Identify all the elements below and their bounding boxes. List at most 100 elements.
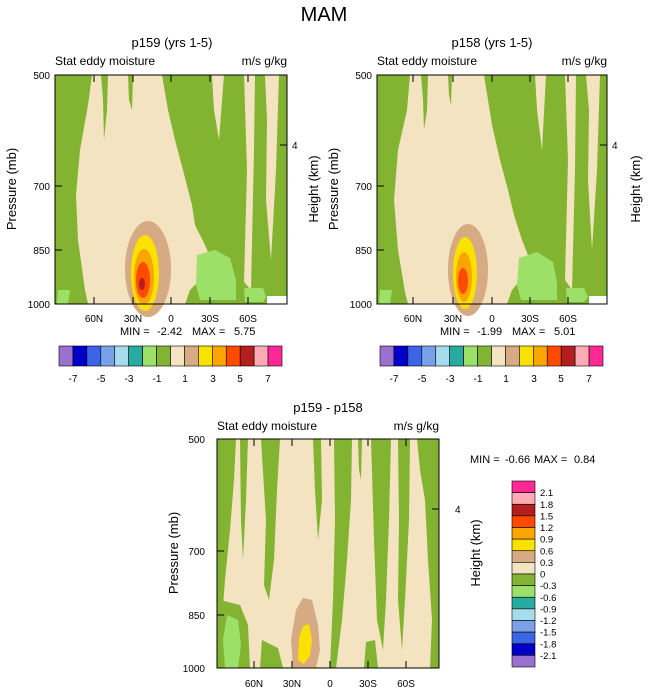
colorbar-swatch [511, 492, 536, 505]
colorbar-swatch [511, 515, 536, 528]
contour-level-5 [139, 278, 145, 290]
colorbar-tick-label: -7 [69, 374, 78, 385]
colorbar-tick-label: 3 [210, 374, 216, 385]
colorbar-tick-label: -3 [446, 374, 455, 385]
x-tick-label: 60S [397, 679, 415, 690]
colorbar-swatch [505, 345, 520, 367]
colorbar-tick-label: -1 [153, 374, 162, 385]
contour-neutral-tongue [586, 75, 600, 250]
colorbar-tick-label: 3 [531, 374, 537, 385]
contour-level-4 [458, 268, 468, 294]
min-value: -1.99 [477, 326, 502, 338]
x-tick-label: 60S [559, 314, 577, 325]
contour-neg-band [377, 75, 410, 304]
colorbar-swatch [533, 345, 548, 367]
contour-neg-light [223, 615, 241, 668]
y-axis-label: Pressure (mb) [166, 512, 181, 594]
y-axis-label-right: Height (km) [468, 519, 483, 586]
contour-neutral-tongue [212, 75, 224, 140]
colorbar-tick-label: -7 [390, 374, 399, 385]
colorbar-swatch [393, 345, 409, 367]
y-tick-label: 700 [355, 182, 372, 193]
y-tick-label: 1000 [350, 300, 373, 311]
panel-title: p158 (yrs 1-5) [452, 35, 533, 50]
max-label: MAX = [512, 326, 545, 338]
y-tick-label-right: 4 [455, 505, 461, 516]
y-axis-ticks [55, 74, 287, 305]
colorbar-tick-label: -5 [97, 374, 106, 385]
contour-neg-band [101, 75, 108, 140]
units-label: m/s g/kg [394, 419, 439, 433]
colorbar-level-label: -0.6 [540, 593, 556, 604]
colorbar-vertical [511, 480, 536, 668]
colorbar [58, 345, 283, 367]
colorbar-swatch [511, 480, 536, 493]
colorbar-swatch [421, 345, 437, 367]
colorbar-swatch [449, 345, 464, 367]
contour-neg-band [417, 439, 439, 668]
colorbar-tick-label: -5 [418, 374, 427, 385]
x-tick-label: 30S [521, 314, 539, 325]
missing-data [267, 296, 287, 304]
max-label: MAX = [534, 454, 567, 466]
y-axis-ticks [217, 438, 439, 669]
contour-neg-light [196, 250, 236, 300]
colorbar-swatch [100, 345, 116, 367]
min-value: -2.42 [157, 326, 182, 338]
y-tick-label-right: 4 [612, 141, 618, 152]
colorbar-swatch [511, 655, 536, 668]
colorbar-tick-label: 5 [237, 374, 243, 385]
colorbar-level-label: 0.3 [540, 558, 553, 569]
y-tick-label-right: 4 [292, 141, 298, 152]
contour-neutral-tongue [565, 75, 576, 290]
y-tick-label: 850 [188, 611, 205, 622]
colorbar-tick-label: 7 [586, 374, 592, 385]
y-tick-label: 500 [33, 71, 50, 82]
colorbar-level-label: -1.2 [540, 616, 556, 627]
colorbar-swatch [491, 345, 506, 367]
x-tick-label: 0 [489, 314, 495, 325]
colorbar-swatch [379, 345, 395, 367]
x-tick-label: 30S [359, 679, 377, 690]
contour-neutral-tongue [244, 75, 255, 290]
contour-neg-band [448, 75, 452, 105]
colorbar-level-label: -1.8 [540, 639, 556, 650]
colorbar-swatch [253, 345, 269, 367]
contour-neutral-tongue [535, 75, 546, 150]
colorbar-level-label: -0.9 [540, 604, 556, 615]
colorbar-tick-label: 1 [503, 374, 509, 385]
contour-field [377, 75, 607, 316]
colorbar-level-label: -1.5 [540, 628, 556, 639]
x-tick-label: 0 [327, 679, 333, 690]
max-value: 5.01 [554, 326, 575, 338]
colorbar-swatch [239, 345, 255, 367]
colorbar-swatch [72, 345, 88, 367]
colorbar-level-label: -2.1 [540, 651, 556, 662]
contour-neg-light [566, 288, 588, 302]
contour-neg-band [313, 439, 322, 540]
y-tick-label: 500 [188, 435, 205, 446]
x-tick-label: 30N [124, 314, 142, 325]
colorbar-swatch [511, 585, 536, 598]
colorbar-swatch [511, 608, 536, 621]
y-tick-label: 1000 [28, 300, 51, 311]
y-axis-label: Pressure (mb) [326, 148, 341, 230]
colorbar-swatch [511, 643, 536, 656]
contour-neg-light [517, 252, 557, 300]
contour-neg-band [217, 439, 236, 640]
colorbar-vertical-labels: 2.11.81.51.20.90.60.30-0.3-0.6-0.9-1.2-1… [540, 488, 556, 662]
x-tick-label: 30S [201, 314, 219, 325]
contour-neg-light [244, 288, 266, 302]
min-label: MIN = [440, 326, 470, 338]
contour-neg-band [55, 75, 92, 304]
colorbar-tick-label: 7 [265, 374, 271, 385]
y-axis-ticks [377, 74, 607, 305]
contour-field [217, 439, 439, 668]
colorbar-swatch [511, 631, 536, 645]
colorbar-swatch [407, 345, 423, 367]
colorbar-swatch [58, 345, 74, 367]
colorbar-swatch [560, 345, 576, 367]
colorbar-swatch [184, 345, 199, 367]
y-tick-label: 850 [33, 246, 50, 257]
